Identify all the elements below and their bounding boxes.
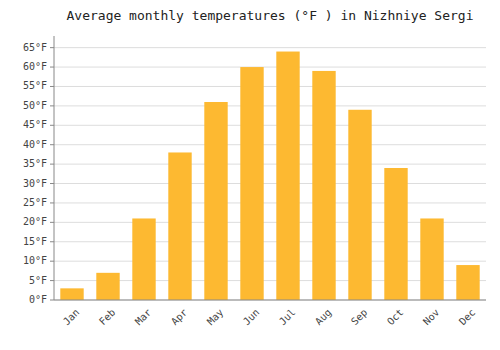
bar <box>312 71 335 300</box>
tick-label: 20°F <box>23 216 47 227</box>
tick-mark <box>50 241 54 242</box>
bar <box>168 152 191 300</box>
y-axis: 0°F 5°F 10°F 15°F 20°F 25°F 30°F 35°F 40°F 45°F 50… <box>23 42 54 305</box>
tick-mark <box>50 105 54 106</box>
tick-label: Aug <box>313 307 334 328</box>
grid-line <box>54 125 486 126</box>
tick-label: 25°F <box>23 197 47 208</box>
tick-mark <box>50 67 54 68</box>
tick-mark <box>50 202 54 203</box>
tick-label: May <box>205 307 226 328</box>
grid-line <box>54 300 486 301</box>
background <box>0 0 500 350</box>
title: Average monthly temperatures (°F ) in Ni… <box>67 8 474 23</box>
tick-label: Feb <box>97 307 118 328</box>
tick-mark <box>50 261 54 262</box>
grid-line <box>54 164 486 165</box>
tick-label: Jan <box>61 307 82 328</box>
tick-label: Oct <box>385 307 406 328</box>
tick-label: Jul <box>277 307 298 328</box>
x-axis-line <box>54 300 486 301</box>
tick-mark <box>50 183 54 184</box>
bar <box>348 110 371 300</box>
grid-line <box>54 144 486 145</box>
tick-label: 30°F <box>23 178 47 189</box>
tick-mark <box>50 47 54 48</box>
grid-line <box>54 47 486 48</box>
tick-mark <box>50 280 54 281</box>
bar <box>276 52 299 300</box>
grid-line <box>54 105 486 106</box>
grid-line <box>54 86 486 87</box>
y-axis-line <box>54 36 55 300</box>
tick-mark <box>50 300 54 301</box>
tick-label: Mar <box>133 307 154 328</box>
tick-label: 65°F <box>23 42 47 53</box>
bar <box>132 218 155 300</box>
tick-label: 50°F <box>23 100 47 111</box>
tick-mark <box>50 125 54 126</box>
tick-label: 15°F <box>23 236 47 247</box>
bar <box>420 218 443 300</box>
tick-label: 35°F <box>23 158 47 169</box>
tick-label: Jun <box>241 307 262 328</box>
grid <box>54 48 486 300</box>
bar <box>96 273 119 300</box>
tick-label: Apr <box>169 307 190 328</box>
tick-mark <box>50 164 54 165</box>
tick-label: Nov <box>421 307 442 328</box>
tick-label: 0°F <box>29 294 47 305</box>
chart: Average monthly temperatures (°F ) in Ni… <box>0 0 500 350</box>
bar <box>60 288 83 300</box>
tick-label: 5°F <box>29 275 47 286</box>
tick-label: 40°F <box>23 139 47 150</box>
x-axis: Jan Feb Mar Apr May Jun Jul Aug Sep Oct Nov Dec <box>61 307 478 328</box>
grid-line <box>54 202 486 203</box>
chart-container: Average monthly temperatures (°F ) in Ni… <box>0 0 500 350</box>
bar <box>384 168 407 300</box>
tick-label: Sep <box>349 307 370 328</box>
tick-mark <box>50 222 54 223</box>
tick-mark <box>50 144 54 145</box>
tick-label: Dec <box>457 307 478 328</box>
tick-mark <box>50 86 54 87</box>
grid-line <box>54 67 486 68</box>
grid-line <box>54 183 486 184</box>
tick-label: 10°F <box>23 255 47 266</box>
tick-label: 45°F <box>23 119 47 130</box>
bar <box>456 265 479 300</box>
tick-label: 60°F <box>23 61 47 72</box>
bars <box>60 52 479 300</box>
bar <box>240 67 263 300</box>
bar <box>204 102 227 300</box>
tick-label: 55°F <box>23 80 47 91</box>
